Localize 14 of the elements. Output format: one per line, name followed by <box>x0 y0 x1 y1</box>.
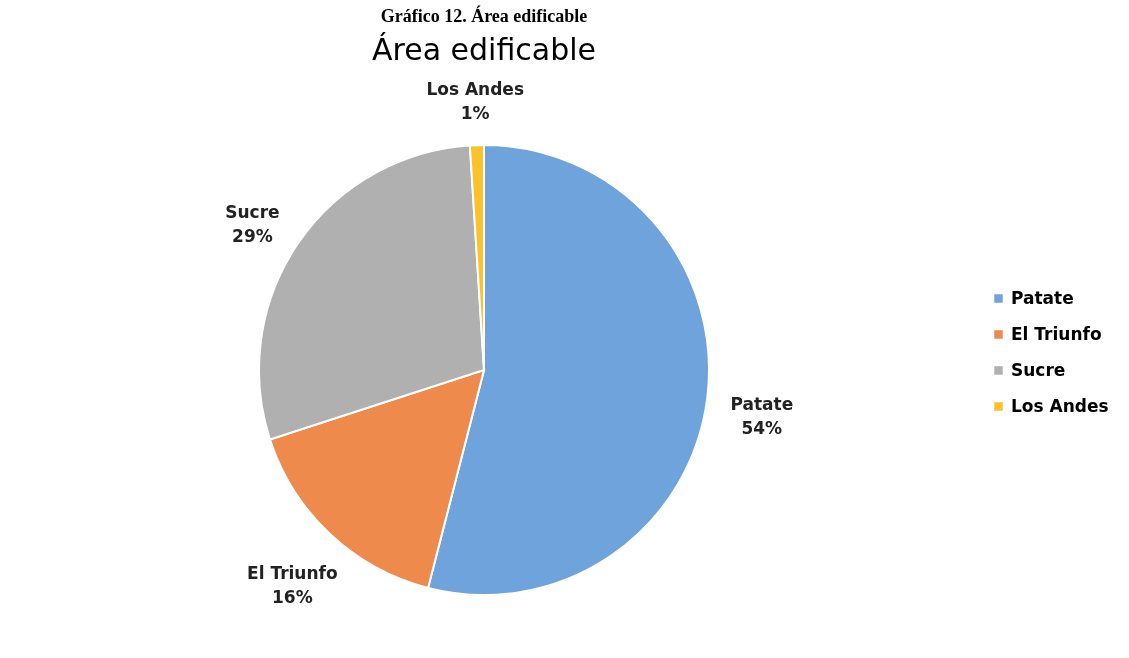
legend-label: Sucre <box>1011 359 1066 380</box>
legend-label: Los Andes <box>1011 395 1109 416</box>
data-label: 29% <box>232 225 273 246</box>
slice-label: Patate <box>730 394 794 415</box>
chart-title: Área edificable <box>371 32 597 68</box>
slice-label: Los Andes <box>426 79 525 100</box>
slice-label: El Triunfo <box>247 563 338 584</box>
data-label: 16% <box>271 587 313 608</box>
data-label: 54% <box>741 418 783 439</box>
legend-label: Patate <box>1011 287 1074 308</box>
data-label: 1% <box>460 103 490 124</box>
text: Gráfico 12. Área edificable <box>380 5 588 27</box>
legend-label: El Triunfo <box>1011 323 1102 344</box>
slice-label: Sucre <box>225 201 280 222</box>
